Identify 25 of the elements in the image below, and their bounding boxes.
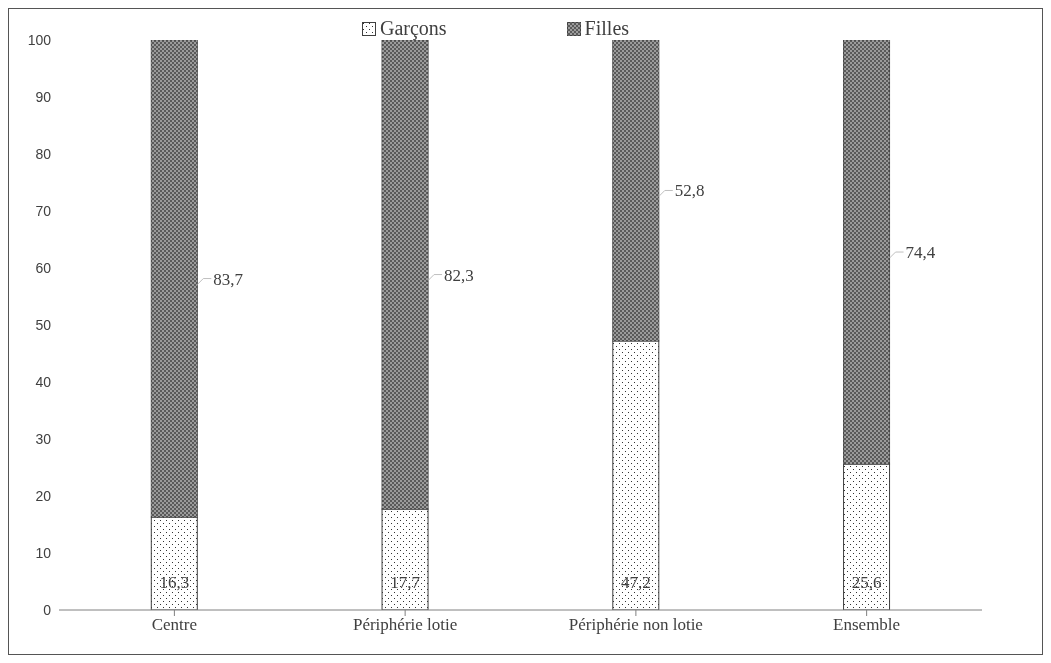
- legend-label: Garçons: [378, 17, 447, 40]
- legend-label: Filles: [583, 17, 630, 40]
- y-tick-label: 50: [35, 316, 52, 333]
- data-label: 16,3: [159, 573, 190, 592]
- y-tick-label: 0: [43, 601, 52, 618]
- y-tick-label: 30: [35, 430, 52, 447]
- data-label: 17,7: [390, 573, 421, 592]
- data-label: 82,3: [444, 265, 474, 285]
- x-tick-label: Ensemble: [833, 615, 901, 635]
- y-tick-label: 80: [35, 145, 52, 162]
- x-tick-label: Centre: [151, 615, 198, 635]
- y-tick-label: 40: [35, 373, 52, 390]
- x-tick-label: Périphérie non lotie: [568, 615, 703, 635]
- data-label: 83,7: [213, 269, 244, 289]
- x-tick-label: Périphérie lotie: [352, 615, 458, 635]
- y-tick-label: 60: [35, 259, 52, 276]
- y-tick-label: 100: [27, 31, 52, 48]
- data-label: 47,2: [620, 573, 651, 592]
- y-tick-label: 10: [35, 544, 52, 561]
- data-label: 25,6: [851, 573, 882, 592]
- data-label: 52,8: [674, 181, 705, 201]
- data-label: 74,4: [905, 243, 936, 263]
- y-tick-label: 90: [35, 88, 52, 105]
- y-tick-label: 20: [35, 487, 52, 504]
- y-tick-label: 70: [35, 202, 52, 219]
